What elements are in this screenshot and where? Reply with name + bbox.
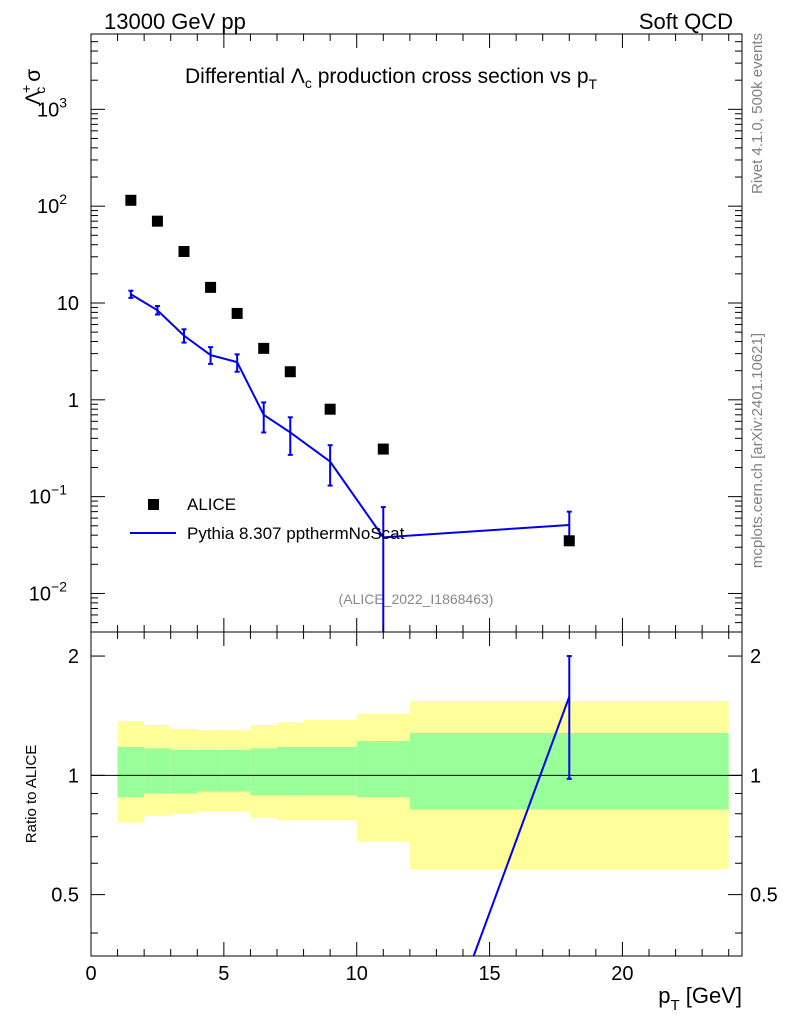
alice-marker	[178, 246, 190, 258]
y-tick-exponent: −1	[51, 482, 67, 498]
alice-marker	[231, 307, 243, 319]
y-tick-label: 1	[68, 390, 79, 412]
y-tick-label: 103	[37, 94, 67, 121]
title-mid: production cross section vs p	[312, 65, 589, 88]
x-tick-label: 15	[478, 963, 500, 985]
ratio-stat-band	[250, 748, 277, 796]
legend: ALICE Pythia 8.307 ppthermNoScat	[130, 495, 405, 543]
x-tick-label: 10	[346, 963, 368, 985]
energy-label: 13000 GeV pp	[104, 9, 246, 34]
ratio-pythia-line	[472, 696, 571, 957]
ratio-y-axis: 2 2 1 1 0.5 0.5	[51, 646, 778, 934]
mcplots-label: mcplots.cern.ch [arXiv:2401.10621]	[749, 333, 766, 568]
ratio-stat-band	[170, 749, 198, 794]
main-data	[125, 194, 575, 632]
x-tick-label: 20	[611, 963, 633, 985]
ratio-frame	[90, 631, 743, 957]
alice-marker	[151, 215, 163, 227]
svg-text:Λ+cσ: Λ+cσ	[18, 69, 48, 105]
y-tick-label: 10	[57, 293, 79, 315]
y-tick-label: 10−2	[29, 578, 67, 605]
ratio-y-tick-label-right: 2	[750, 646, 761, 668]
ratio-stat-band	[223, 749, 251, 792]
x-label-sub: T	[670, 997, 679, 1014]
ratio-y-tick-label-right: 0.5	[750, 885, 778, 907]
ratio-stat-band	[197, 749, 224, 792]
x-label-p: p	[658, 983, 670, 1008]
ratio-y-tick-label-left: 1	[68, 765, 79, 787]
main-panel: Differential Λc production cross section…	[18, 33, 743, 633]
main-ylabel: Λ+cσ	[18, 69, 48, 105]
y-tick-label: 102	[37, 191, 67, 218]
ratio-bands	[117, 701, 729, 870]
main-title: Differential Λc production cross section…	[185, 65, 598, 92]
ratio-stat-band	[144, 748, 171, 794]
ratio-stat-band	[303, 746, 357, 796]
pythia-line	[130, 293, 570, 539]
ratio-data	[91, 655, 742, 957]
title-lambda-sub: c	[305, 75, 312, 91]
title-lambda: Λ	[291, 65, 305, 88]
y-tick-exponent: 2	[59, 191, 67, 207]
analysis-id: (ALICE_2022_I1868463)	[339, 591, 494, 607]
alice-marker	[125, 194, 137, 206]
ratio-stat-band	[117, 746, 145, 798]
x-axis: 0 5 10 15 20	[85, 34, 730, 985]
ylabel-sigma: σ	[22, 69, 45, 82]
title-sub: T	[589, 76, 598, 92]
y-tick-exponent: 3	[59, 94, 67, 110]
alice-marker	[284, 366, 296, 378]
x-axis-label: pT [GeV]	[658, 983, 742, 1014]
ratio-y-tick-label-right: 1	[750, 765, 761, 787]
y-tick-label: 10−1	[29, 482, 67, 509]
y-tick-base: 10	[37, 196, 59, 218]
title-prefix: Differential	[185, 65, 291, 88]
alice-marker	[324, 403, 336, 415]
ylabel-sup: +	[18, 85, 34, 93]
y-tick-exponent: −2	[51, 578, 67, 594]
ratio-stat-band	[356, 741, 410, 798]
ratio-panel: Ratio to ALICE 2 2 1 1 0.5 0.5	[23, 631, 778, 957]
alice-marker	[205, 281, 217, 293]
rivet-label: Rivet 4.1.0, 500k events	[749, 33, 766, 194]
ratio-stat-band	[277, 746, 304, 796]
ratio-y-tick-label-left: 2	[68, 646, 79, 668]
ylabel-sub: c	[32, 87, 48, 94]
legend-data-marker	[148, 499, 159, 510]
ylabel-lambda: Λ	[22, 91, 45, 105]
alice-marker	[258, 342, 270, 354]
x-tick-label: 5	[218, 963, 229, 985]
ratio-ylabel: Ratio to ALICE	[23, 745, 40, 843]
legend-mc-label: Pythia 8.307 ppthermNoScat	[187, 524, 405, 543]
x-label-unit: [GeV]	[680, 983, 742, 1008]
x-tick-label: 0	[85, 963, 96, 985]
y-tick-base: 10	[29, 487, 51, 509]
ratio-y-tick-label-left: 0.5	[51, 885, 79, 907]
legend-data-label: ALICE	[187, 495, 236, 514]
category-label: Soft QCD	[639, 9, 733, 34]
alice-marker	[377, 443, 389, 455]
alice-marker	[563, 535, 575, 547]
y-tick-base: 10	[37, 99, 59, 121]
y-tick-base: 10	[29, 583, 51, 605]
